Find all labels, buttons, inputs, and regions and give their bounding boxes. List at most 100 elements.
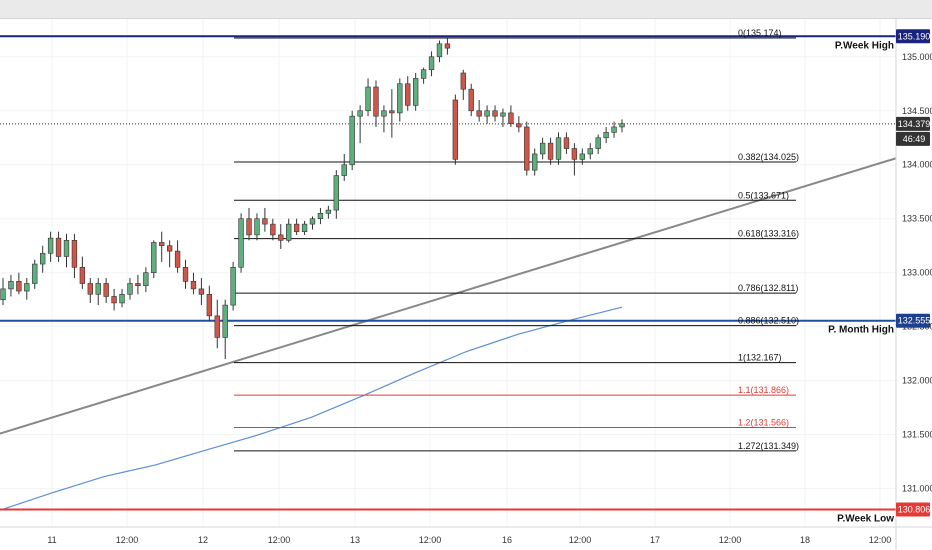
candle-body[interactable] xyxy=(111,296,117,304)
candle-body[interactable] xyxy=(190,281,197,290)
candle-body[interactable] xyxy=(270,223,276,236)
candle-body[interactable] xyxy=(63,240,70,257)
candle-body[interactable] xyxy=(127,283,133,295)
candle-body[interactable] xyxy=(547,142,554,160)
candle-body[interactable] xyxy=(468,88,474,112)
price-axis[interactable]: 135.000 134.500 134.000 133.500 133.000 132.5… xyxy=(895,19,932,550)
candle-body[interactable] xyxy=(341,164,347,176)
candle-body[interactable] xyxy=(389,110,395,114)
candle-body[interactable] xyxy=(595,137,601,149)
trendline-layer[interactable] xyxy=(0,157,897,435)
candle-body[interactable] xyxy=(563,137,570,149)
candle-body[interactable] xyxy=(444,43,451,49)
candle-body[interactable] xyxy=(103,283,109,297)
candle-body[interactable] xyxy=(143,272,149,286)
candle-body[interactable] xyxy=(405,83,411,106)
candle-body[interactable] xyxy=(508,112,514,125)
ascending-trendline[interactable] xyxy=(0,157,897,435)
horizontal-levels-layer[interactable]: P.Week High P. Month High P.Week Low xyxy=(0,35,896,525)
candle-body[interactable] xyxy=(349,115,355,166)
candle-body[interactable] xyxy=(182,267,189,282)
candle-body[interactable] xyxy=(8,281,14,290)
candle-body[interactable] xyxy=(262,218,268,225)
candle-body[interactable] xyxy=(476,110,482,117)
candle-body[interactable] xyxy=(206,293,213,317)
candle-body[interactable] xyxy=(135,283,141,286)
candle-body[interactable] xyxy=(159,242,165,247)
candle-body[interactable] xyxy=(611,126,617,133)
candle-body[interactable] xyxy=(412,78,419,106)
time-tick-label: 12:00 xyxy=(719,535,742,545)
time-axis[interactable]: 11 12:00 12 12:00 13 12:00 16 12:00 17 12:00 18 12:… xyxy=(0,526,932,545)
price-tick-label: 135.000 xyxy=(902,52,932,62)
candle-body[interactable] xyxy=(214,315,220,338)
candle-body[interactable] xyxy=(71,240,78,268)
candle-body[interactable] xyxy=(500,112,506,117)
grid-lines xyxy=(0,19,896,527)
candle-body[interactable] xyxy=(579,153,586,160)
candle-body[interactable] xyxy=(79,267,86,284)
candle-body[interactable] xyxy=(55,237,62,257)
candle-body[interactable] xyxy=(24,283,30,292)
candle-body[interactable] xyxy=(293,223,300,232)
candles-layer[interactable] xyxy=(0,37,625,360)
candle-body[interactable] xyxy=(87,283,93,295)
candle-body[interactable] xyxy=(325,209,332,214)
candle-body[interactable] xyxy=(0,288,6,300)
candle-body[interactable] xyxy=(32,263,38,284)
candle-body[interactable] xyxy=(555,137,562,160)
candle-body[interactable] xyxy=(151,242,157,273)
candle-body[interactable] xyxy=(16,281,22,292)
candle-body[interactable] xyxy=(238,218,244,268)
candle-body[interactable] xyxy=(373,86,379,117)
fib-level-label: 0(135.174) xyxy=(738,28,782,38)
candle-body[interactable] xyxy=(39,252,46,265)
candle-body[interactable] xyxy=(420,69,427,79)
candle-body[interactable] xyxy=(397,83,403,114)
candle-body[interactable] xyxy=(119,293,125,304)
candle-body[interactable] xyxy=(571,148,578,160)
candle-body[interactable] xyxy=(95,283,101,295)
price-tick-label: 134.000 xyxy=(902,160,932,170)
candle-body[interactable] xyxy=(246,218,252,236)
candle-body[interactable] xyxy=(428,56,435,71)
candle-body[interactable] xyxy=(198,288,205,295)
candle-body[interactable] xyxy=(357,110,363,117)
candle-body[interactable] xyxy=(230,267,236,306)
moving-average-layer xyxy=(0,306,623,511)
candle-body[interactable] xyxy=(278,234,284,241)
price-tag-box xyxy=(896,313,930,328)
candle-body[interactable] xyxy=(460,72,466,90)
candle-body[interactable] xyxy=(452,99,459,160)
candle-body[interactable] xyxy=(254,218,260,236)
candle-body[interactable] xyxy=(301,223,308,232)
candle-body[interactable] xyxy=(524,126,530,171)
candle-body[interactable] xyxy=(619,123,625,128)
candle-body[interactable] xyxy=(532,153,538,171)
candle-body[interactable] xyxy=(222,304,228,338)
candle-body[interactable] xyxy=(603,132,609,139)
candle-body[interactable] xyxy=(47,237,54,254)
time-tick-label: 12:00 xyxy=(869,535,892,545)
candle-body[interactable] xyxy=(166,245,173,252)
candle-body[interactable] xyxy=(286,223,292,241)
time-tick-label: 17 xyxy=(650,535,660,545)
fib-level-label: 0.886(132.510) xyxy=(738,316,799,326)
candle-body[interactable] xyxy=(516,123,522,128)
candle-body[interactable] xyxy=(333,175,339,211)
candle-body[interactable] xyxy=(484,110,490,117)
candle-body[interactable] xyxy=(492,110,498,117)
candle-body[interactable] xyxy=(587,148,593,155)
price-tag-box xyxy=(896,131,930,146)
candle-body[interactable] xyxy=(309,218,316,225)
candle-body[interactable] xyxy=(539,142,546,155)
fibonacci-layer[interactable]: 0(135.174) 0.382(134.025) 0.5(133.671) 0.61… xyxy=(234,28,799,452)
candle-body[interactable] xyxy=(317,213,324,220)
candle-body[interactable] xyxy=(436,43,443,58)
candle-body[interactable] xyxy=(174,250,181,268)
candle-body[interactable] xyxy=(365,86,371,112)
price-tick-label: 131.500 xyxy=(902,430,932,440)
candle-body[interactable] xyxy=(381,110,387,117)
time-tick-label: 12 xyxy=(198,535,208,545)
